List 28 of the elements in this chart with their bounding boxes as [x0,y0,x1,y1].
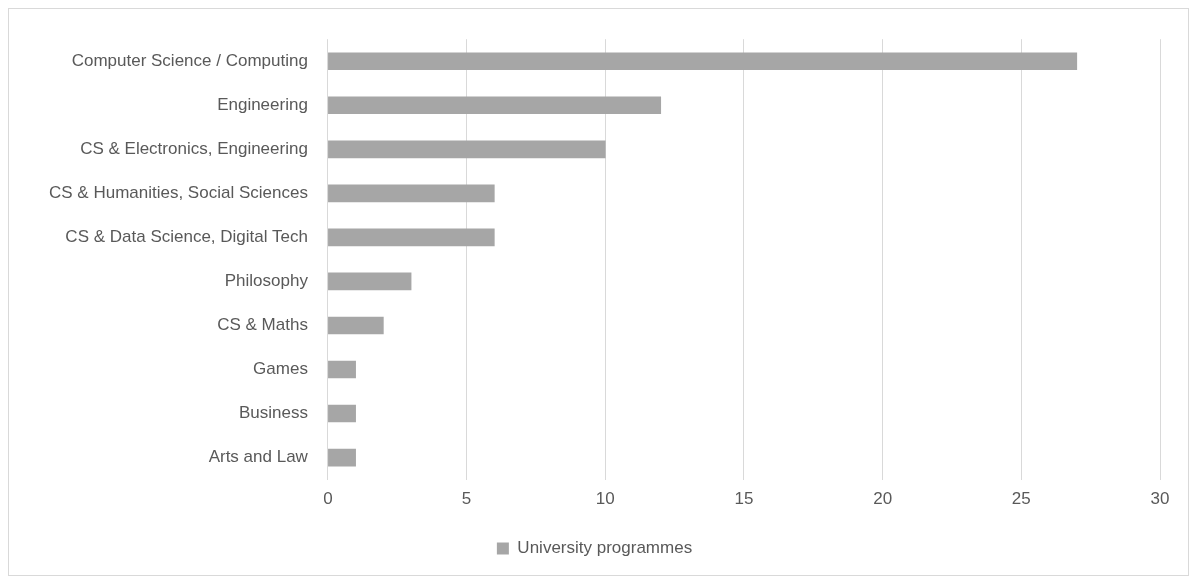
bar [328,140,606,159]
x-tick-label: 15 [734,489,754,509]
bar [328,228,495,247]
bar [328,404,356,423]
bar [328,52,1078,71]
x-tick-label: 10 [595,489,615,509]
y-tick-label: Games [253,359,308,379]
y-tick-label: Business [238,403,308,423]
y-tick-label: Engineering [217,94,308,114]
y-tick-label: Computer Science / Computing [71,50,308,70]
y-tick-label: CS & Data Science, Digital Tech [65,227,308,247]
y-tick-label: Philosophy [224,271,309,291]
legend-label: University programmes [517,538,693,558]
x-tick-label: 20 [873,489,893,509]
bar [328,360,356,379]
x-tick-label: 5 [461,489,472,509]
y-tick-label: CS & Maths [217,315,308,335]
x-tick-label: 25 [1011,489,1031,509]
bar [328,272,412,291]
bar [328,184,495,203]
y-tick-label: Arts and Law [208,447,309,467]
y-tick-label: CS & Electronics, Engineering [80,138,308,158]
x-tick-label: 0 [323,489,333,509]
x-tick-label: 30 [1150,489,1170,509]
bar [328,316,384,335]
bar [328,448,356,467]
y-tick-label: CS & Humanities, Social Sciences [48,183,308,203]
bar [328,96,662,115]
